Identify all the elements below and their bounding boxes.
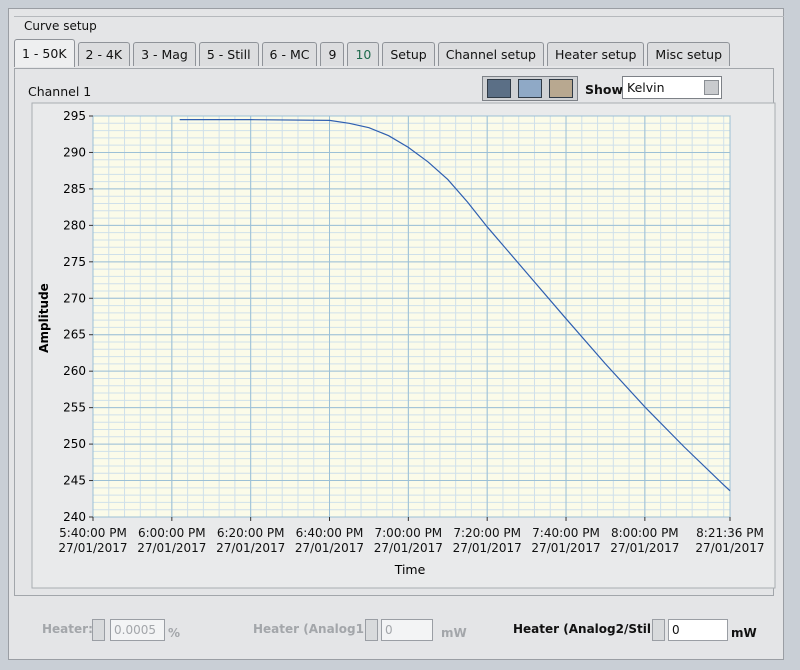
y-tick-label: 250 (63, 437, 86, 451)
spin-button[interactable] (652, 619, 665, 641)
group-title: Curve setup (24, 19, 97, 33)
data-line (179, 119, 731, 492)
tab[interactable]: 3 - Mag (133, 42, 196, 66)
y-tick-label: 270 (63, 291, 86, 305)
x-tick-label: 5:40:00 PM 27/01/2017 (58, 526, 128, 555)
y-tick-label: 295 (63, 109, 86, 123)
tab[interactable]: 9 (320, 42, 345, 66)
major-grid (92, 115, 731, 518)
x-tick-label: 8:21:36 PM 27/01/2017 (695, 526, 765, 555)
tab[interactable]: 2 - 4K (77, 42, 131, 66)
y-tick-label: 245 (63, 474, 86, 488)
y-tick-label: 255 (63, 401, 86, 415)
x-tick-label: 8:00:00 PM 27/01/2017 (610, 526, 680, 555)
group-box (14, 16, 784, 597)
x-tick-label: 6:00:00 PM 27/01/2017 (137, 526, 207, 555)
x-tick-label: 6:40:00 PM 27/01/2017 (294, 526, 365, 555)
y-axis-label: Amplitude (37, 283, 51, 353)
pan-tool[interactable] (549, 79, 574, 98)
plot-area (92, 115, 731, 518)
tab[interactable]: Misc setup (647, 42, 730, 66)
spin-button (92, 619, 105, 641)
zoom-tool[interactable] (517, 79, 542, 98)
ticks: 240 245 250 255 260 265 270 275 280 285 290 295 (63, 109, 731, 524)
spin-button (365, 619, 378, 641)
y-tick-label: 280 (63, 218, 86, 232)
x-tick-label: 7:20:00 PM 27/01/2017 (452, 526, 522, 555)
heater-value[interactable]: 0 (668, 619, 728, 641)
tab[interactable]: 6 - MC (261, 42, 318, 66)
graph-toolbar (482, 76, 578, 101)
tab[interactable]: Setup (382, 42, 435, 66)
tab[interactable]: 10 (347, 42, 380, 66)
y-tick-label: 260 (63, 364, 86, 378)
heater-value: 0.0005 (110, 619, 165, 641)
x-tick-label: 7:40:00 PM 27/01/2017 (531, 526, 601, 555)
y-tick-label: 290 (63, 145, 86, 159)
chart: 240 245 250 255 260 265 270 275 280 285 290 295 Amp… (31, 102, 776, 589)
unit-dropdown[interactable]: Kelvin (622, 76, 722, 99)
channel-label: Channel 1 (28, 84, 92, 99)
heater-bar: Heater: 0.0005% Heater (Analog1): 0 mW Heater… (0, 605, 800, 650)
show-label: Show (585, 82, 624, 97)
tab[interactable]: Heater setup (547, 42, 645, 66)
tab[interactable]: Channel setup (437, 42, 544, 66)
y-tick-label: 275 (63, 255, 86, 269)
tab-bar: 1 - 50K 2 - 4K 3 - Mag 5 - Still 6 - MC 9 10 Se… (14, 39, 730, 67)
x-tick-label: 6:20:00 PM 27/01/2017 (216, 526, 286, 555)
heater-unit: mW (441, 626, 467, 640)
cursor-tool[interactable] (486, 79, 511, 98)
y-tick-label: 285 (63, 182, 86, 196)
y-tick-label: 240 (63, 510, 86, 524)
tab[interactable]: 5 - Still (198, 42, 259, 66)
x-axis-label: Time (394, 562, 426, 577)
y-tick-label: 265 (63, 328, 86, 342)
heater-label: Heater: (42, 622, 93, 636)
heater-value: 0 (381, 619, 433, 641)
heater-label: Heater (Analog1): (253, 622, 375, 636)
x-tick-label: 7:00:00 PM 27/01/2017 (373, 526, 443, 555)
heater-unit: % (168, 626, 181, 640)
tab[interactable]: 1 - 50K (14, 39, 75, 67)
heater-unit: mW (731, 626, 757, 640)
heater-label: Heater (Analog2/Still): (513, 622, 666, 636)
